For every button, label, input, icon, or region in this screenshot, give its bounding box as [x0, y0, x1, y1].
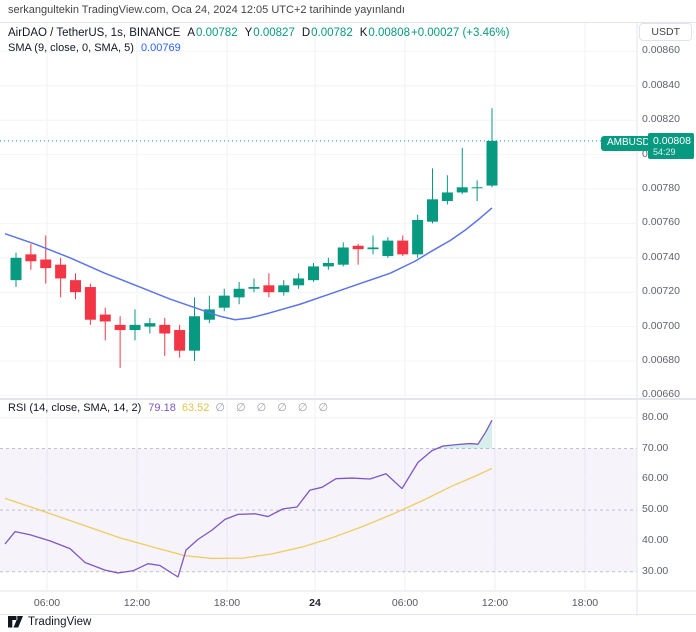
- candle-body: [129, 324, 141, 331]
- candle-body: [278, 285, 290, 293]
- rsi-legend: RSI (14, close, SMA, 14, 2) 79.18 63.52 ∅ ∅…: [8, 401, 332, 414]
- symbol-title: AirDAO / TetherUS, 1s, BINANCE: [8, 27, 181, 39]
- price-tick-label: 0.00680: [642, 354, 680, 366]
- low-label: D: [301, 27, 311, 39]
- bar-countdown: 54:29: [653, 147, 676, 157]
- candle-body: [248, 287, 260, 289]
- time-tick-label: 12:00: [481, 597, 509, 609]
- candle-body: [412, 219, 424, 255]
- candle-body: [25, 254, 37, 262]
- candle-body: [367, 247, 379, 250]
- time-tick-label: 24: [309, 597, 321, 609]
- chart-frame: [0, 22, 696, 616]
- candle-body: [159, 324, 171, 334]
- candle-body: [337, 247, 349, 265]
- price-tick-label: 0.00720: [642, 285, 680, 298]
- candle-body: [382, 240, 394, 257]
- close-value: 0.00808: [368, 27, 410, 39]
- candle-body: [203, 309, 215, 320]
- high-value: 0.00827: [253, 27, 295, 39]
- price-tick-label: 0.00760: [642, 216, 680, 229]
- candle-body: [174, 330, 186, 351]
- candle-body: [233, 288, 245, 298]
- rsi-tick-label: 40.00: [642, 533, 669, 546]
- price-tick-label: 0.00660: [642, 388, 680, 401]
- rsi-tick-label: 50.00: [642, 503, 669, 516]
- sma-title: SMA (9, close, 0, SMA, 5): [8, 42, 134, 54]
- candle-body: [218, 295, 230, 308]
- high-label: Y: [244, 27, 253, 39]
- time-tick-label: 18:00: [571, 597, 599, 609]
- candle-body: [322, 262, 334, 267]
- candle-body: [427, 199, 438, 222]
- time-tick-label: 06:00: [33, 597, 61, 609]
- candle-body: [441, 192, 453, 202]
- rsi-tick-label: 70.00: [642, 441, 669, 454]
- time-tick-label: 12:00: [123, 597, 151, 609]
- candle-body: [263, 285, 275, 293]
- publish-info: serkangultekin TradingView.com, Oca 24, …: [8, 4, 405, 16]
- candle-body: [114, 324, 126, 331]
- rsi-tick-label: 30.00: [642, 564, 669, 577]
- tradingview-logo[interactable]: TradingView: [8, 616, 91, 628]
- open-label: A: [187, 27, 196, 39]
- price-tick-label: 0.00740: [642, 250, 680, 263]
- tradingview-logo-icon: [8, 616, 23, 628]
- price-axis[interactable]: 0.008600.008400.008200.008000.007800.007…: [638, 22, 696, 590]
- symbol-legend: AirDAO / TetherUS, 1s, BINANCE A0.00782 Y0…: [8, 27, 509, 39]
- candle-body: [99, 314, 111, 322]
- time-axis[interactable]: 06:00 12:00 18:00 24 06:00 12:00 18:00: [0, 591, 696, 615]
- candle-body: [471, 187, 483, 189]
- candle-body: [70, 280, 81, 293]
- candle-body: [486, 140, 498, 186]
- time-tick-label: 06:00: [391, 597, 419, 609]
- rsi-tick-label: 80.00: [642, 410, 669, 423]
- time-tick-label: 18:00: [213, 597, 241, 609]
- candle-body: [352, 245, 364, 250]
- sma-line: [4, 207, 493, 321]
- candle-body: [40, 259, 52, 269]
- candle-body: [397, 240, 409, 255]
- sma-value: 0.00769: [140, 42, 181, 54]
- price-tick-label: 0.00820: [642, 113, 680, 126]
- candle-body: [84, 287, 96, 320]
- candle-body: [189, 316, 200, 351]
- last-price-label: 0.00808 54:29: [648, 133, 694, 159]
- candle-body: [10, 257, 22, 281]
- candle-body: [293, 278, 305, 286]
- candle-body: [456, 187, 468, 193]
- rsi-empty-values: ∅ ∅ ∅ ∅ ∅ ∅: [215, 402, 333, 414]
- price-tick-label: 0.00700: [642, 319, 680, 332]
- tradingview-logo-text: TradingView: [28, 616, 92, 628]
- sma-legend: SMA (9, close, 0, SMA, 5) 0.00769: [8, 42, 181, 54]
- candle-body: [308, 266, 319, 281]
- price-tick-label: 0.00780: [642, 182, 680, 194]
- chart-canvas[interactable]: [0, 23, 696, 616]
- rsi-line: [4, 419, 493, 578]
- price-tick-label: 0.00860: [642, 44, 680, 57]
- rsi-title: RSI (14, close, SMA, 14, 2): [8, 402, 142, 414]
- last-price-value: 0.00808: [653, 135, 691, 147]
- rsi-tick-label: 60.00: [642, 472, 669, 485]
- rsi-ma-line: [4, 467, 493, 560]
- currency-button[interactable]: USDT: [639, 23, 692, 41]
- low-value: 0.00782: [311, 27, 353, 39]
- close-label: K: [359, 27, 368, 39]
- rsi-overbought-fill: [437, 420, 492, 449]
- rsi-ma-value: 63.52: [181, 402, 210, 414]
- rsi-value: 79.18: [148, 402, 176, 414]
- symbol-flag-label: AMBUSDT: [601, 136, 662, 151]
- open-value: 0.00782: [196, 27, 238, 39]
- candle-body: [144, 323, 156, 327]
- change-value: +0.00027 (+3.46%): [410, 27, 510, 39]
- price-tick-label: 0.00840: [642, 78, 680, 91]
- candle-body: [55, 264, 67, 279]
